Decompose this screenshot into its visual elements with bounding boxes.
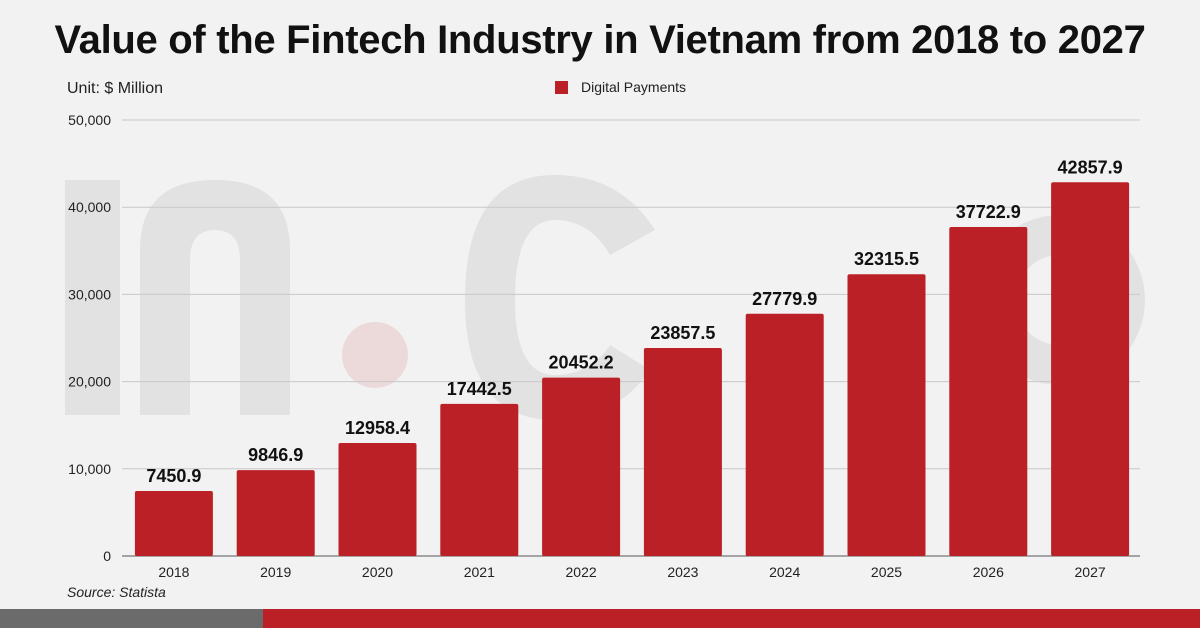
bar <box>745 313 824 556</box>
x-tick-label: 2018 <box>158 564 189 580</box>
x-tick-label: 2027 <box>1075 564 1106 580</box>
legend: Digital Payments <box>555 79 686 95</box>
y-tick-label: 50,000 <box>68 112 111 128</box>
y-tick-label: 10,000 <box>68 461 111 477</box>
x-tick-label: 2025 <box>871 564 902 580</box>
y-tick-label: 0 <box>103 548 111 564</box>
bar <box>643 347 722 556</box>
source-note: Source: Statista <box>67 584 166 600</box>
y-tick-label: 20,000 <box>68 374 111 390</box>
data-label: 12958.4 <box>345 418 410 438</box>
x-tick-label: 2022 <box>566 564 597 580</box>
unit-label: Unit: $ Million <box>67 80 164 97</box>
data-label: 27779.9 <box>752 289 817 309</box>
footer-bar-gray <box>0 609 263 628</box>
x-tick-label: 2020 <box>362 564 393 580</box>
chart-title: Value of the Fintech Industry in Vietnam… <box>54 18 1146 62</box>
x-tick-label: 2019 <box>260 564 291 580</box>
bar <box>1051 182 1130 556</box>
data-label: 42857.9 <box>1058 157 1123 177</box>
bar <box>338 443 417 556</box>
bar <box>949 227 1028 556</box>
data-label: 37722.9 <box>956 202 1021 222</box>
x-tick-label: 2026 <box>973 564 1004 580</box>
data-label: 7450.9 <box>146 466 201 486</box>
data-label: 17442.5 <box>447 379 512 399</box>
x-tick-label: 2024 <box>769 564 800 580</box>
bar <box>440 403 519 556</box>
bar <box>236 470 315 556</box>
data-label: 32315.5 <box>854 249 919 269</box>
bar <box>542 377 621 556</box>
bar <box>847 274 926 556</box>
data-label: 23857.5 <box>650 323 715 343</box>
y-tick-label: 40,000 <box>68 199 111 215</box>
legend-swatch <box>555 80 568 94</box>
x-tick-label: 2023 <box>667 564 698 580</box>
x-tick-label: 2021 <box>464 564 495 580</box>
footer-bar-red <box>263 609 1200 628</box>
data-label: 9846.9 <box>248 445 303 465</box>
legend-label: Digital Payments <box>581 79 687 95</box>
y-tick-label: 30,000 <box>68 286 111 302</box>
bar <box>134 491 213 556</box>
data-label: 20452.2 <box>549 353 614 373</box>
